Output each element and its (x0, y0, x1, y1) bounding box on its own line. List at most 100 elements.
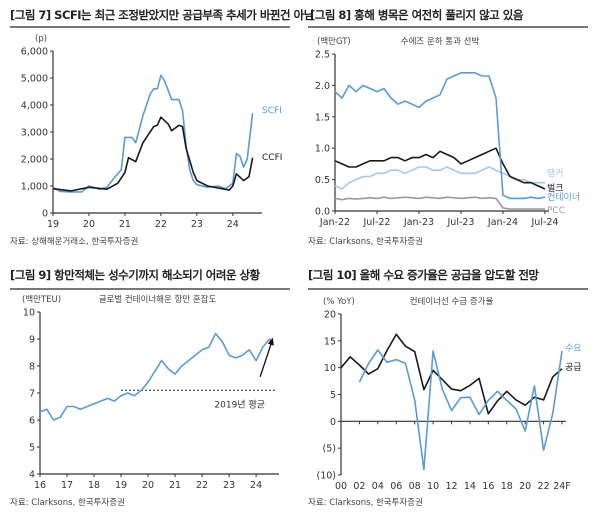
fig8-y-tick-label: 0.5 (315, 175, 330, 186)
fig10-x-tick-label: 24F (553, 481, 571, 492)
fig8-legend-컨테이너: 컨테이너 (547, 192, 580, 203)
fig7-y-tick-label: 4,000 (21, 101, 48, 112)
fig10-x-tick-label: 04 (372, 481, 384, 492)
fig10-x-tick-label: 18 (501, 481, 513, 492)
fig10-y-tick-label: 0 (330, 417, 336, 428)
fig7-y-tick-label: 0 (42, 209, 48, 220)
fig9-series-항만 혼잡도 (39, 332, 273, 421)
fig10-x-tick-label: 10 (427, 481, 439, 492)
fig8-y-tick-label: 1.0 (315, 144, 330, 155)
fig8-x-tick-label: Jan-23 (403, 217, 434, 228)
fig9-x-tick-label: 17 (61, 480, 73, 491)
fig8-y-tick-label: 2.0 (315, 81, 330, 92)
fig9-y-tick-label: 9 (29, 335, 35, 346)
fig8-legend-벌크: 벌크 (547, 183, 564, 194)
fig8-source: 자료: Clarksons, 한국투자증권 (308, 237, 423, 247)
fig10-title: [그림 10] 올해 수요 증가율은 공급을 압도할 전망 (308, 268, 539, 282)
fig10-x-tick-label: 14 (464, 481, 476, 492)
fig10-series-공급 (340, 333, 563, 415)
fig7-source: 자료: 상해해운거래소, 한국투자증권 (10, 237, 139, 247)
fig9-y-tick-label: 8 (29, 362, 35, 373)
fig8-legend-PCC: PCC (547, 206, 565, 216)
fig9-source: 자료: Clarksons, 한국투자증권 (10, 498, 125, 508)
fig7-series-SCFI (52, 74, 254, 193)
fig9-subtitle: 글로벌 컨테이너해운 항만 혼잡도 (99, 294, 217, 305)
fig9-x-tick-label: 20 (142, 480, 154, 491)
fig10-source: 자료: Clarksons, 한국투자증권 (308, 498, 423, 508)
fig7-legend-CCFI: CCFI (262, 153, 282, 163)
fig10-x-tick-label: 12 (445, 481, 457, 492)
fig10-x-tick-label: 20 (519, 481, 531, 492)
fig9-x-tick-label: 22 (196, 480, 208, 491)
fig9-reference-label: 2019년 평균 (214, 399, 265, 410)
fig10-x-tick-label: 02 (353, 481, 365, 492)
fig8-x-tick-label: Jan-24 (487, 217, 518, 228)
fig7-y-label: (p) (35, 34, 47, 44)
fig8-title: [그림 8] 홍해 병목은 여전히 풀리지 않고 있음 (310, 8, 523, 22)
fig10-x-tick-label: 00 (335, 481, 347, 492)
fig10-y-tick-label: 20 (324, 310, 336, 321)
fig10-x-tick-label: 16 (482, 481, 494, 492)
fig8-y-tick-label: 1.5 (315, 112, 330, 123)
fig7-y-tick-label: 2,000 (21, 155, 48, 166)
fig10-series-수요 (358, 349, 563, 471)
fig8-series-벌크 (334, 147, 546, 190)
fig9-x-tick-label: 24 (250, 480, 262, 491)
fig9-y-tick-label: 10 (23, 308, 35, 319)
fig10-y-tick-label: (5) (323, 444, 336, 455)
fig10-y-tick-label: 5 (330, 390, 336, 401)
fig7-y-tick-label: 5,000 (21, 74, 48, 85)
fig7-y-tick-label: 6,000 (21, 47, 48, 58)
fig8-y-label: (백만GT) (317, 36, 351, 47)
divider (10, 288, 290, 290)
fig8-series-컨테이너 (334, 72, 546, 200)
fig8-x-tick-label: Jan-22 (319, 217, 350, 228)
fig7-x-tick-label: 20 (83, 219, 95, 230)
fig8-subtitle: 수에즈 운하 통과 선박 (401, 36, 480, 47)
fig10-y-label: (% YoY) (323, 297, 355, 307)
fig7-y-tick-label: 3,000 (21, 128, 48, 139)
divider (10, 26, 290, 28)
fig9-x-tick-label: 23 (223, 480, 235, 491)
divider (308, 26, 588, 28)
fig7-title: [그림 7] SCFI는 최근 조정받았지만 공급부족 추세가 바뀐건 아님 (10, 8, 314, 22)
fig9-x-tick-label: 19 (115, 480, 127, 491)
divider (308, 288, 588, 290)
fig8-x-tick-label: Jul-23 (447, 217, 475, 228)
fig7-series-CCFI (52, 116, 254, 192)
fig10-y-tick-label: 10 (324, 363, 336, 374)
fig8-x-tick-label: Jul-24 (531, 217, 559, 228)
fig9-title: [그림 9] 항만적체는 성수기까지 해소되기 어려운 상황 (10, 268, 260, 282)
fig7-y-tick-label: 1,000 (21, 182, 48, 193)
fig9-y-tick-label: 6 (29, 416, 35, 427)
fig10-subtitle: 컨테이너선 수급 증가율 (410, 296, 494, 307)
fig10-x-tick-label: 06 (390, 481, 402, 492)
trend-arrow-head (267, 337, 274, 346)
fig7-x-tick-label: 23 (191, 219, 203, 230)
fig9-y-label: (백만TEU) (22, 294, 61, 305)
fig8-x-tick-label: Jul-22 (363, 217, 391, 228)
fig8-y-tick-label: 0.0 (315, 207, 330, 218)
fig10-x-tick-label: 08 (409, 481, 421, 492)
fig9-x-tick-label: 21 (169, 480, 181, 491)
trend-arrow-line (259, 340, 273, 378)
fig10-y-tick-label: (10) (316, 471, 336, 482)
fig7-x-tick-label: 19 (47, 219, 59, 230)
fig8-series-PCC (334, 196, 545, 210)
fig10-x-tick-label: 22 (538, 481, 550, 492)
fig9-y-tick-label: 7 (29, 389, 35, 400)
fig8-y-tick-label: 2.5 (315, 50, 330, 61)
fig9-x-tick-label: 18 (88, 480, 100, 491)
fig8-legend-탱커: 탱커 (547, 168, 564, 179)
fig9-y-tick-label: 5 (29, 443, 35, 454)
fig7-legend-SCFI: SCFI (262, 106, 282, 116)
fig9-y-tick-label: 4 (29, 470, 35, 481)
fig7-x-tick-label: 22 (155, 219, 167, 230)
fig10-legend-공급: 공급 (565, 362, 582, 373)
fig10-legend-수요: 수요 (565, 343, 582, 354)
fig7-x-tick-label: 21 (119, 219, 131, 230)
fig10-y-tick-label: 15 (324, 336, 336, 347)
fig7-x-tick-label: 24 (227, 219, 239, 230)
